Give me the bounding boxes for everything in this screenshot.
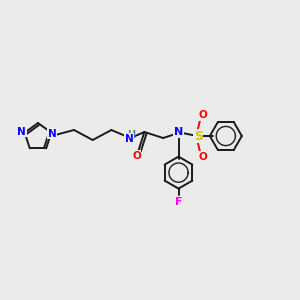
Text: O: O — [199, 110, 208, 121]
Text: N: N — [48, 129, 57, 139]
Text: S: S — [194, 130, 203, 142]
Text: F: F — [175, 196, 182, 207]
Text: N: N — [174, 127, 183, 137]
Text: H: H — [127, 130, 135, 140]
Text: O: O — [132, 151, 141, 161]
Text: N: N — [124, 134, 133, 144]
Text: N: N — [17, 127, 26, 137]
Text: O: O — [199, 152, 208, 161]
